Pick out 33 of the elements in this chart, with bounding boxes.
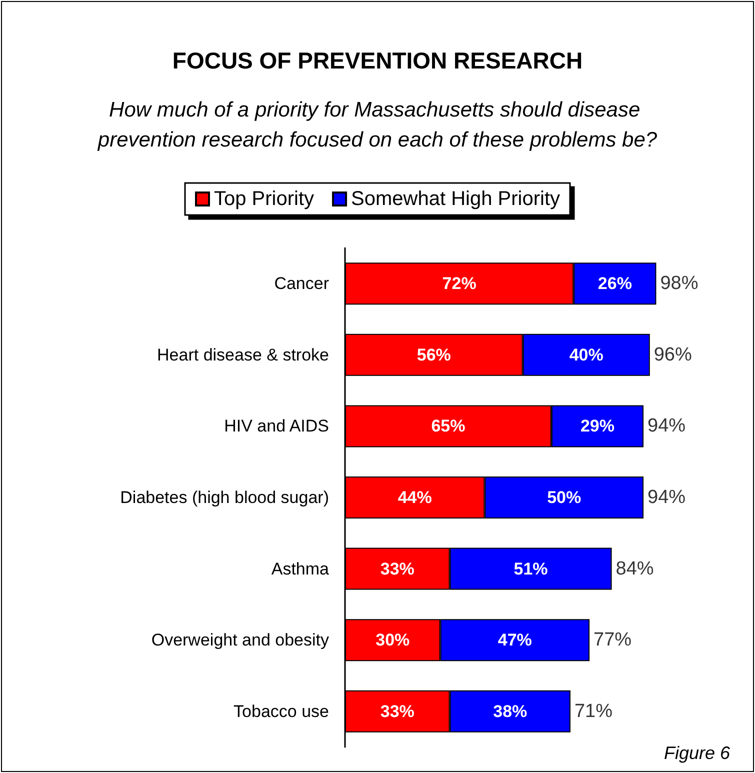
y-tick-label: Asthma	[271, 559, 330, 578]
data-label: 29%	[580, 416, 614, 436]
total-label: 94%	[648, 487, 686, 508]
legend-label: Top Priority	[214, 188, 314, 210]
total-label: 96%	[654, 344, 692, 366]
y-tick-label: Cancer	[274, 274, 330, 294]
y-tick-label: HIV and AIDS	[224, 416, 329, 436]
data-label: 30%	[376, 630, 410, 650]
data-label: 65%	[431, 416, 466, 436]
total-label: 94%	[648, 416, 686, 437]
y-tick-label: Heart disease & stroke	[157, 345, 329, 364]
chart-subtitle: How much of a priority for Massachusetts should disease prevention research focused on each of these problems be?	[96, 98, 658, 152]
data-label: 56%	[416, 345, 451, 364]
data-label: 33%	[380, 559, 414, 578]
data-label: 44%	[398, 488, 432, 507]
total-label: 77%	[594, 630, 632, 651]
y-tick-label: Diabetes (high blood sugar)	[120, 488, 329, 507]
data-label: 40%	[569, 345, 604, 364]
y-tick-label: Overweight and obesity	[151, 630, 330, 650]
total-label: 84%	[616, 558, 654, 580]
data-label: 72%	[442, 274, 476, 294]
data-label: 26%	[598, 274, 632, 294]
legend-label: Somewhat High Priority	[351, 188, 560, 210]
data-label: 50%	[547, 488, 582, 507]
data-label: 51%	[514, 559, 548, 578]
data-label: 47%	[498, 630, 532, 650]
chart-title: FOCUS OF PREVENTION RESEARCH	[172, 48, 583, 74]
total-label: 98%	[660, 273, 698, 294]
data-label: 33%	[380, 702, 414, 721]
data-label: 38%	[493, 702, 528, 721]
caption: Figure 6	[664, 743, 731, 763]
total-label: 71%	[574, 700, 613, 722]
y-tick-label: Tobacco use	[234, 702, 329, 721]
